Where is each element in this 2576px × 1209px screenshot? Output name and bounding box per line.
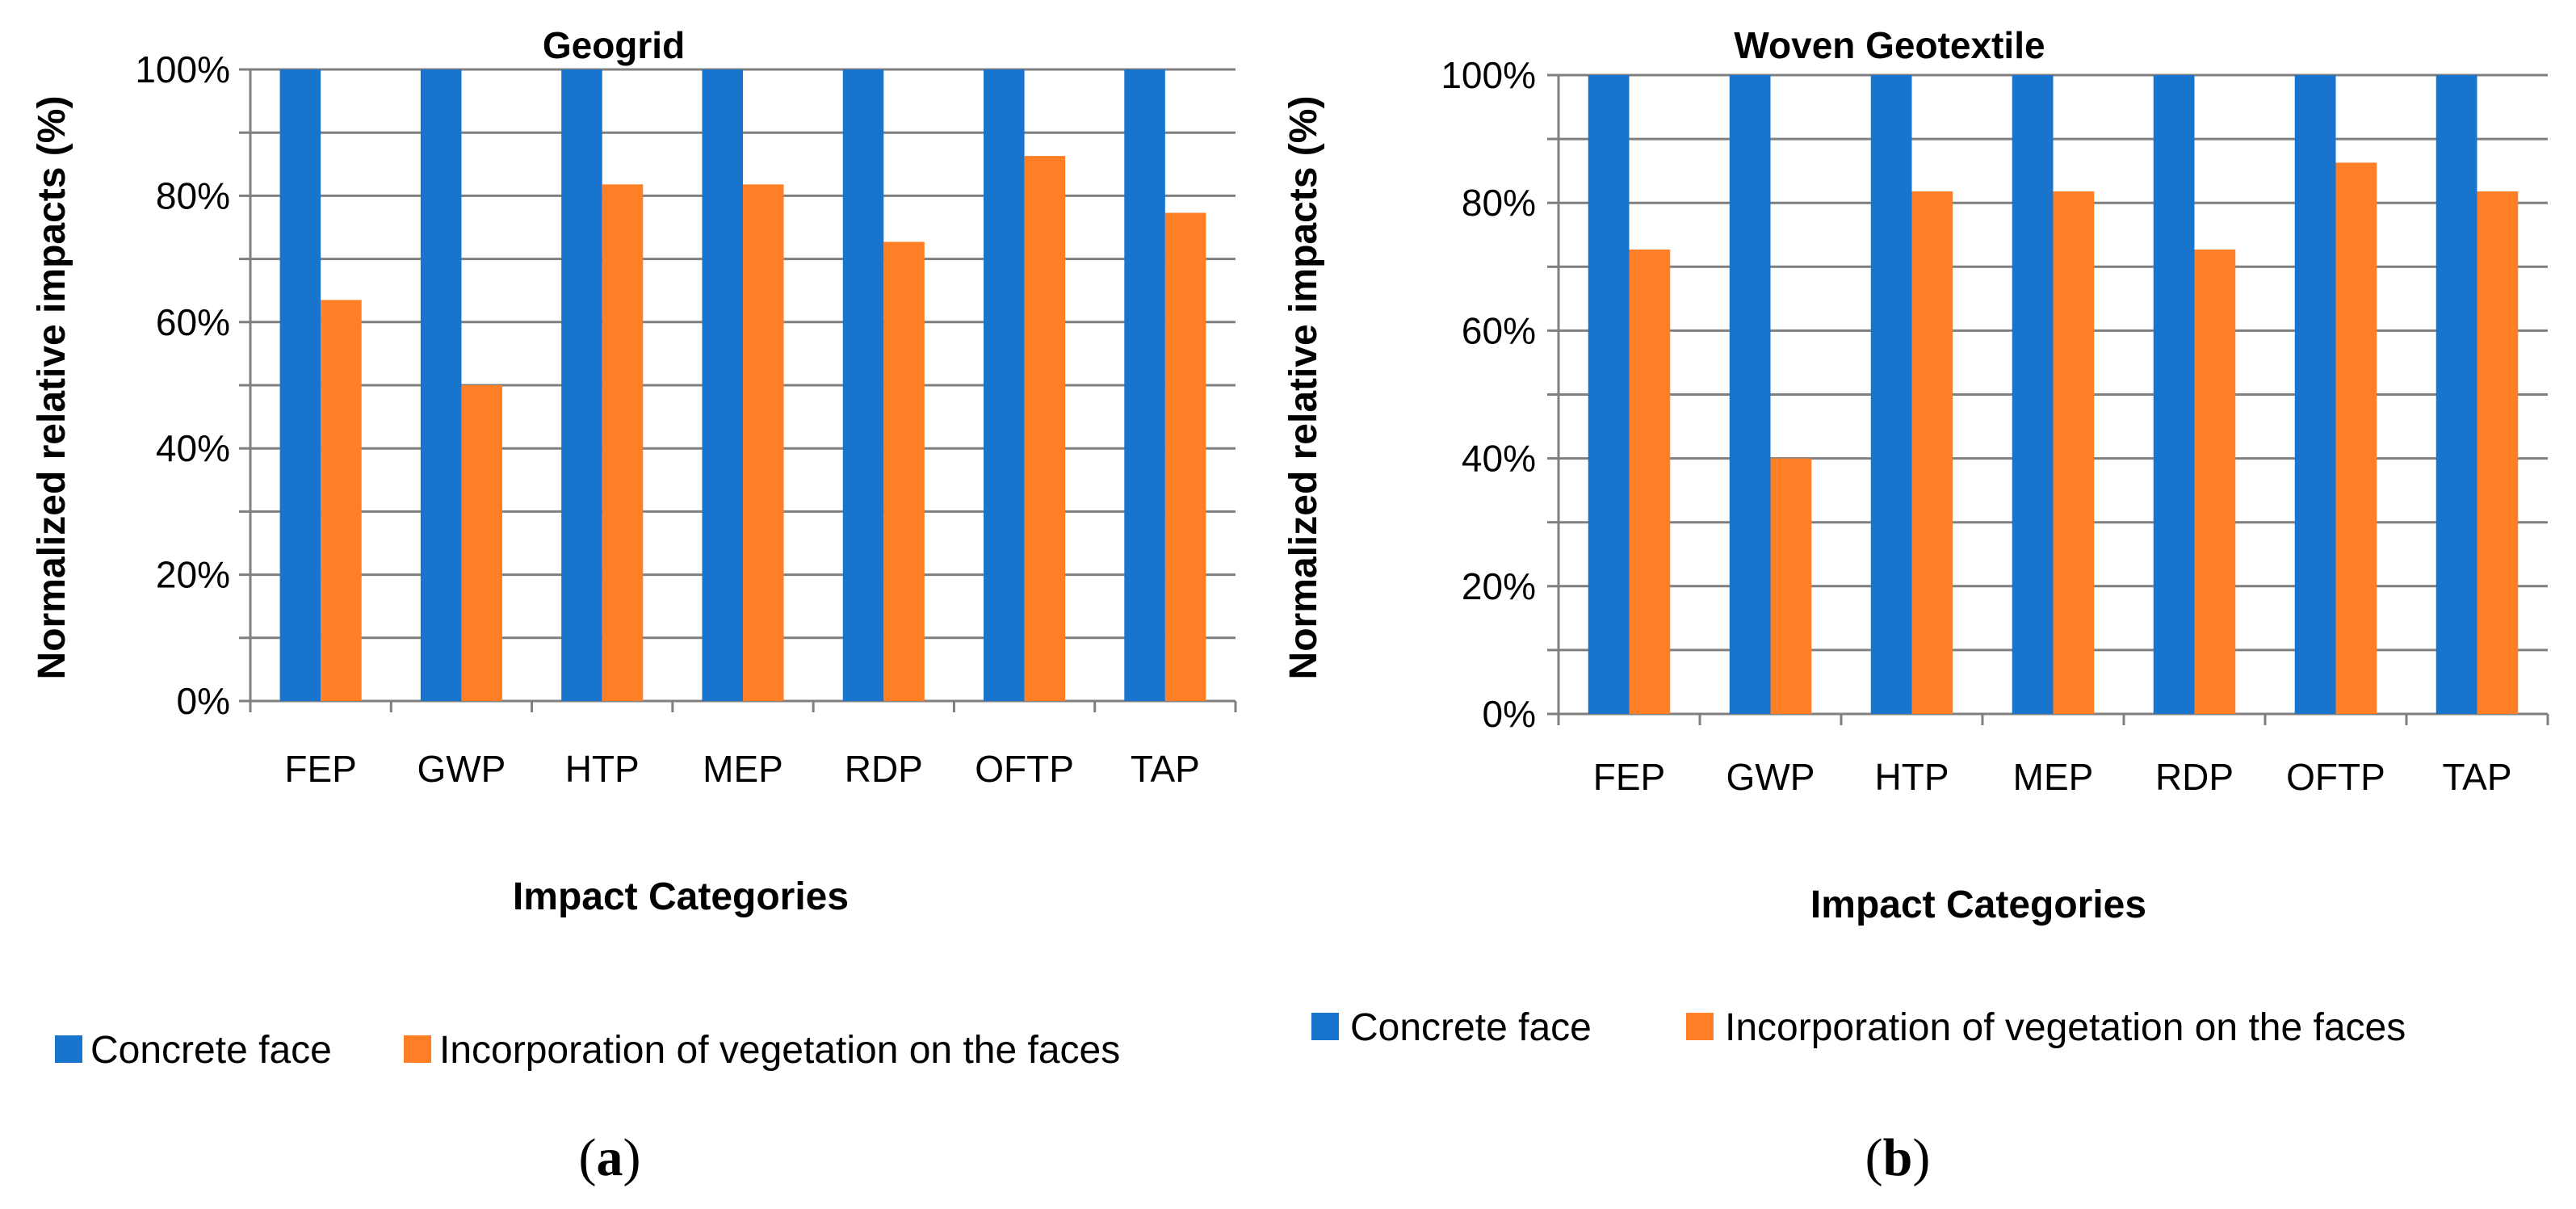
chart-a-bar-concrete-fep	[279, 69, 321, 701]
chart-b-bar-concrete-gwp	[1729, 75, 1771, 714]
chart-b-bar-vegetation-tap	[2477, 191, 2519, 714]
chart-b-ytick-label: 80%	[1462, 182, 1536, 224]
panel-label-b: (b)	[1865, 1128, 1931, 1187]
chart-a-ylabel: Normalized relative impacts (%)	[31, 96, 73, 680]
chart-b-bar-vegetation-mep	[2053, 191, 2095, 714]
chart-a-xtick-label: HTP	[565, 748, 640, 790]
chart-b-ytick-label: 20%	[1462, 565, 1536, 607]
chart-a-xtick-label: TAP	[1131, 748, 1200, 790]
chart-b-ytick-label: 60%	[1462, 309, 1536, 351]
chart-a-ytick-label: 100%	[135, 48, 230, 90]
chart-b-bar-concrete-oftp	[2294, 75, 2336, 714]
chart-a-ytick-label: 20%	[156, 554, 230, 596]
chart-a-legend-label-concrete: Concrete face	[90, 1029, 332, 1072]
chart-a-legend: Concrete face Incorporation of vegetatio…	[55, 1029, 1120, 1072]
chart-a: Geogrid Normalized relative impacts (%) …	[31, 24, 1237, 1187]
chart-a-bar-concrete-tap	[1124, 69, 1165, 701]
chart-a-legend-swatch-vegetation	[404, 1035, 431, 1063]
chart-a-xtick-label: RDP	[845, 748, 923, 790]
chart-b-ytick-label: 100%	[1441, 54, 1536, 96]
chart-b-title: Woven Geotextile	[1734, 24, 2045, 66]
chart-a-bar-vegetation-mep	[743, 184, 784, 702]
chart-a-xtick-label: GWP	[417, 748, 506, 790]
chart-b-legend-label-concrete: Concrete face	[1350, 1006, 1592, 1049]
chart-a-xticks: FEP GWP HTP MEP RDP OFTP TAP	[284, 748, 1199, 790]
chart-a-bar-concrete-mep	[702, 69, 743, 701]
chart-b-xticks: FEP GWP HTP MEP RDP OFTP TAP	[1593, 756, 2512, 798]
chart-b-legend-swatch-concrete	[1311, 1013, 1339, 1040]
chart-b-yticks: 0% 20% 40% 60% 80% 100%	[1441, 54, 1536, 735]
chart-a-bar-vegetation-rdp	[883, 241, 925, 702]
chart-b-bar-concrete-tap	[2435, 75, 2477, 714]
chart-b-xtick-label: FEP	[1593, 756, 1665, 798]
chart-a-legend-label-vegetation: Incorporation of vegetation on the faces	[439, 1029, 1120, 1072]
chart-b-bar-concrete-fep	[1588, 75, 1630, 714]
chart-b-ylabel: Normalized relative impacts (%)	[1282, 96, 1325, 680]
chart-a-bar-concrete-htp	[561, 69, 602, 701]
chart-a-title: Geogrid	[543, 24, 685, 66]
chart-a-yticks: 0% 20% 40% 60% 80% 100%	[135, 48, 230, 722]
chart-a-xtick-label: OFTP	[975, 748, 1074, 790]
chart-b-xtick-label: RDP	[2155, 756, 2234, 798]
chart-b-legend: Concrete face Incorporation of vegetatio…	[1311, 1006, 2406, 1049]
chart-a-xtick-label: MEP	[703, 748, 783, 790]
chart-b-ytick-label: 40%	[1462, 438, 1536, 480]
chart-a-xtick-label: FEP	[284, 748, 356, 790]
chart-b: Woven Geotextile Normalized relative imp…	[1282, 24, 2549, 1187]
chart-a-bar-vegetation-fep	[321, 300, 362, 701]
chart-b-bar-vegetation-oftp	[2335, 162, 2377, 714]
chart-a-bar-concrete-gwp	[420, 69, 462, 701]
chart-a-bar-vegetation-oftp	[1024, 156, 1066, 701]
chart-a-xlabel: Impact Categories	[513, 875, 849, 918]
chart-b-xtick-label: HTP	[1875, 756, 1949, 798]
chart-b-bar-vegetation-gwp	[1770, 458, 1812, 714]
panel-label-a: (a)	[579, 1128, 641, 1187]
chart-b-bar-vegetation-fep	[1629, 249, 1671, 714]
chart-b-xtick-label: MEP	[2013, 756, 2094, 798]
chart-a-ytick-label: 60%	[156, 301, 230, 343]
chart-a-ytick-label: 0%	[177, 680, 230, 722]
chart-b-legend-swatch-vegetation	[1686, 1013, 1714, 1040]
chart-b-bar-concrete-mep	[2012, 75, 2054, 714]
chart-b-legend-label-vegetation: Incorporation of vegetation on the faces	[1725, 1006, 2406, 1049]
chart-b-bar-concrete-rdp	[2153, 75, 2195, 714]
chart-b-bar-vegetation-rdp	[2194, 249, 2236, 714]
chart-a-legend-swatch-concrete	[55, 1035, 82, 1063]
chart-a-bars	[279, 69, 1206, 702]
chart-b-ytick-label: 0%	[1483, 693, 1536, 735]
chart-b-xtick-label: TAP	[2442, 756, 2511, 798]
chart-a-ytick-label: 40%	[156, 427, 230, 469]
chart-b-xtick-label: OFTP	[2286, 756, 2385, 798]
chart-b-xlabel: Impact Categories	[1810, 884, 2146, 926]
chart-a-ytick-label: 80%	[156, 174, 230, 216]
chart-b-xtick-label: GWP	[1726, 756, 1815, 798]
chart-a-bar-vegetation-htp	[602, 184, 644, 702]
chart-a-bar-concrete-rdp	[842, 69, 884, 701]
chart-a-bar-vegetation-tap	[1164, 212, 1206, 701]
chart-a-bar-concrete-oftp	[984, 69, 1025, 701]
chart-a-bar-vegetation-gwp	[461, 385, 502, 701]
chart-b-bars	[1588, 75, 2519, 714]
chart-b-bar-concrete-htp	[1870, 75, 1912, 714]
chart-b-bar-vegetation-htp	[1911, 191, 1953, 714]
